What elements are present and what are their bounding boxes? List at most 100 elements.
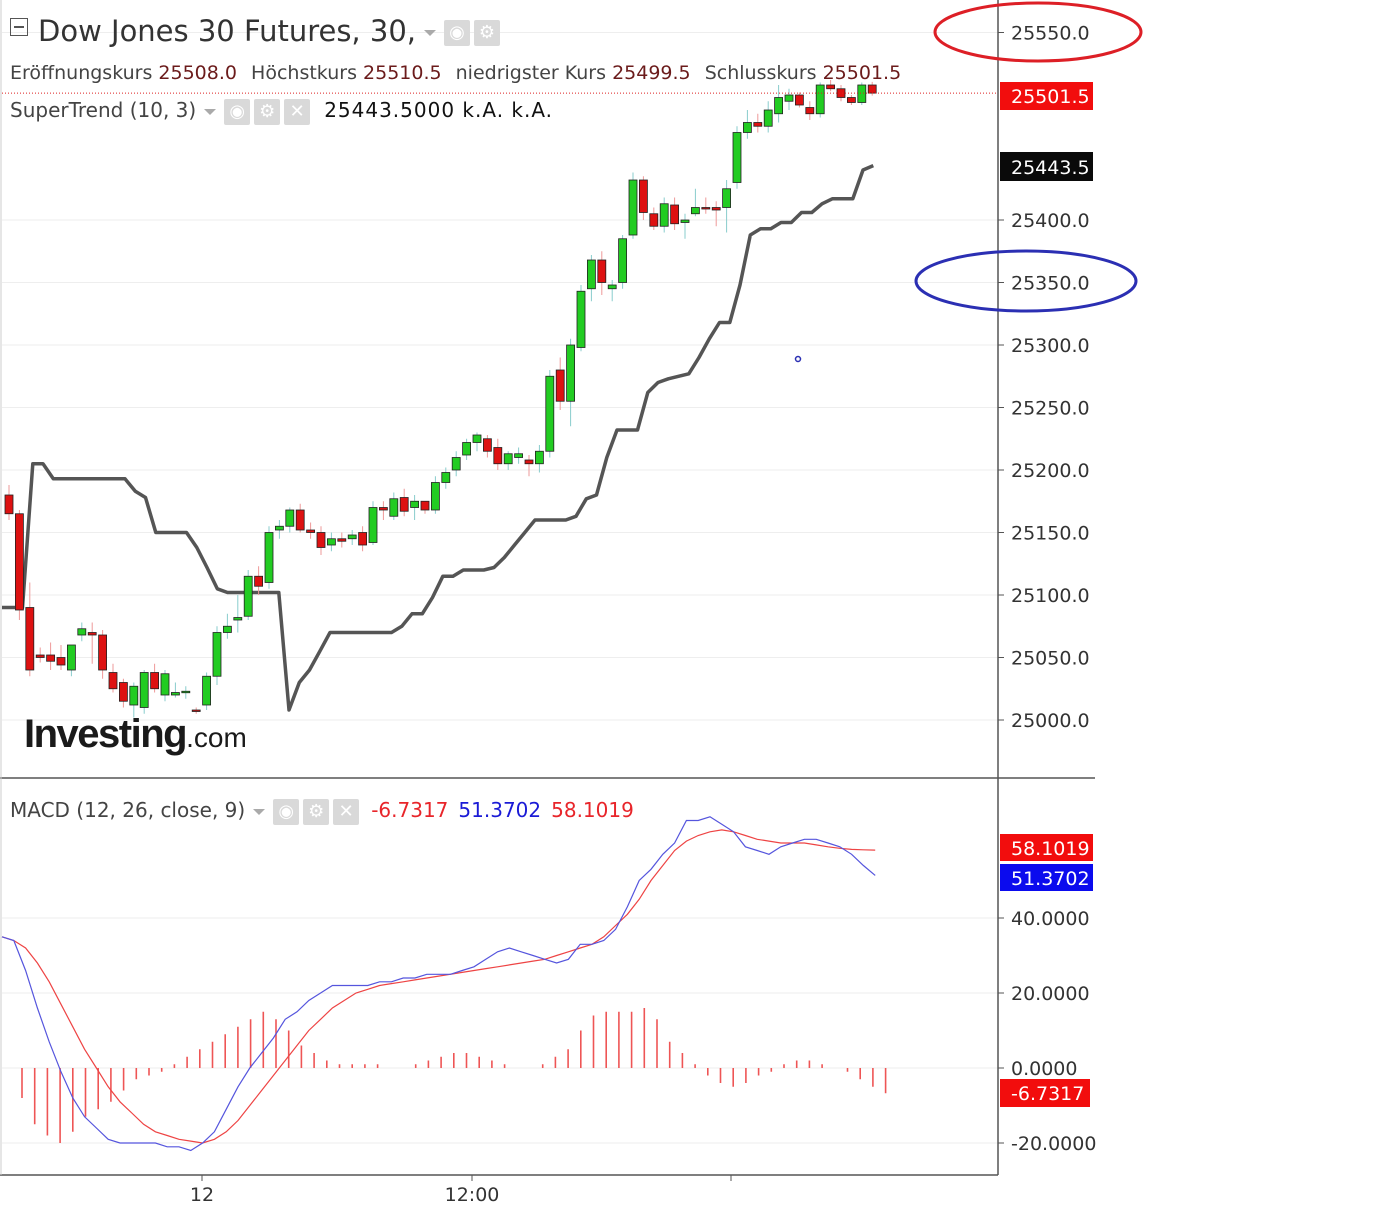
macd-label: MACD (12, 26, close, 9) xyxy=(10,798,246,822)
macd-lines xyxy=(1,816,876,1152)
candle-body xyxy=(108,672,118,690)
candle-body xyxy=(514,453,523,458)
price-tick-label: 25550.0 xyxy=(1011,23,1090,45)
candle-body xyxy=(826,84,835,90)
candle-body xyxy=(649,213,659,227)
candlestick-series xyxy=(2,80,998,718)
candle-body xyxy=(25,607,35,671)
candle-body xyxy=(462,442,472,456)
supertrend-price-box xyxy=(1000,152,1093,181)
chart-title: Dow Jones 30 Futures, 30, xyxy=(38,14,416,48)
candle-body xyxy=(545,375,555,452)
candle-body xyxy=(191,709,201,712)
candle-body xyxy=(14,513,24,611)
red-circle-annotation xyxy=(933,1,1143,63)
candle-body xyxy=(701,207,711,210)
histogram-value-box xyxy=(1000,1079,1090,1107)
supertrend-series xyxy=(2,163,874,712)
candle-body xyxy=(358,532,368,546)
candle-body xyxy=(410,500,420,508)
gear-icon[interactable]: ⚙ xyxy=(303,798,330,825)
candle-body xyxy=(576,290,586,348)
macd-tick-label: -20.0000 xyxy=(1011,1133,1096,1155)
macd-tick-label: 20.0000 xyxy=(1011,983,1090,1005)
macd-tick-label: 0.0000 xyxy=(1011,1058,1077,1080)
high-label: Höchstkurs xyxy=(251,62,357,84)
eye-icon[interactable]: ◉ xyxy=(444,20,470,46)
price-tick-label: 25400.0 xyxy=(1011,210,1090,232)
supertrend-line xyxy=(2,163,874,712)
candle-body xyxy=(378,507,388,511)
candle-body xyxy=(815,84,825,115)
candle-body xyxy=(784,94,794,102)
candle-body xyxy=(316,532,326,548)
collapse-icon[interactable] xyxy=(10,18,28,36)
candle-body xyxy=(659,203,669,227)
blue-circle-annotation xyxy=(914,249,1138,313)
candle-body xyxy=(35,654,45,658)
candle-body xyxy=(285,509,295,527)
candle-body xyxy=(150,672,160,690)
candle-body xyxy=(389,498,399,517)
candle-body xyxy=(202,675,212,706)
eye-icon[interactable]: ◉ xyxy=(273,798,300,825)
price-tick-label: 25200.0 xyxy=(1011,460,1090,482)
candle-body xyxy=(482,438,492,452)
candle-body xyxy=(274,525,284,531)
price-tick-label: 25050.0 xyxy=(1011,648,1090,670)
logo-suffix: .com xyxy=(186,722,247,753)
price-tick-label: 25250.0 xyxy=(1011,398,1090,420)
supertrend-price-label: 25443.5 xyxy=(1011,157,1090,179)
candle-body xyxy=(670,204,679,225)
price-tick-label: 25300.0 xyxy=(1011,335,1090,357)
candle-body xyxy=(98,634,107,671)
candle-body xyxy=(535,450,544,465)
price-axis: 25550.0 25400.0 25350.0 25300.0 25250.0 25200… xyxy=(998,23,1093,732)
investing-logo: Investing.com xyxy=(24,712,247,757)
candle-body xyxy=(763,109,773,127)
chart-frame xyxy=(0,0,1095,1176)
time-axis: 12 12:00 xyxy=(190,1175,732,1205)
price-tick-label: 25350.0 xyxy=(1011,273,1090,295)
chevron-down-icon[interactable] xyxy=(253,808,266,815)
candle-body xyxy=(722,188,731,208)
candle-body xyxy=(420,500,430,511)
candle-body xyxy=(129,685,139,706)
candle-body xyxy=(139,672,149,708)
candle-body xyxy=(472,434,482,443)
price-tick-label: 25150.0 xyxy=(1011,523,1090,545)
candle-body xyxy=(774,97,783,115)
close-icon[interactable]: ✕ xyxy=(333,798,360,825)
candle-body xyxy=(368,507,378,543)
candle-body xyxy=(566,344,575,402)
candle-body xyxy=(524,459,534,465)
open-label: Eröffnungskurs xyxy=(10,62,153,84)
macd-hist-value: -6.7317 xyxy=(371,798,449,822)
candle-body xyxy=(295,509,305,531)
signal-line xyxy=(1,829,876,1144)
macd-line-value: 51.3702 xyxy=(458,798,542,822)
time-tick-label: 12:00 xyxy=(445,1184,500,1205)
candle-body xyxy=(628,179,638,236)
candle-body xyxy=(233,617,243,621)
candle-body xyxy=(181,690,191,694)
eye-icon[interactable]: ◉ xyxy=(224,98,251,125)
candle-body xyxy=(264,532,274,583)
candle-body xyxy=(441,472,451,483)
candle-body xyxy=(67,644,76,671)
candle-body xyxy=(680,219,690,223)
chevron-down-icon[interactable] xyxy=(424,30,436,36)
candle-body xyxy=(743,122,752,133)
chart-title-row: Dow Jones 30 Futures, 30, ◉ ⚙ xyxy=(10,14,504,48)
signal-value-label: 58.1019 xyxy=(1011,838,1090,860)
gear-icon[interactable]: ⚙ xyxy=(254,98,281,125)
candle-body xyxy=(87,632,97,636)
candle-body xyxy=(170,692,180,696)
close-icon[interactable]: ✕ xyxy=(284,98,311,125)
candle-body xyxy=(46,654,55,662)
macd-line xyxy=(1,816,876,1152)
candle-body xyxy=(732,132,742,183)
chevron-down-icon[interactable] xyxy=(204,108,217,115)
gear-icon[interactable]: ⚙ xyxy=(474,20,500,46)
